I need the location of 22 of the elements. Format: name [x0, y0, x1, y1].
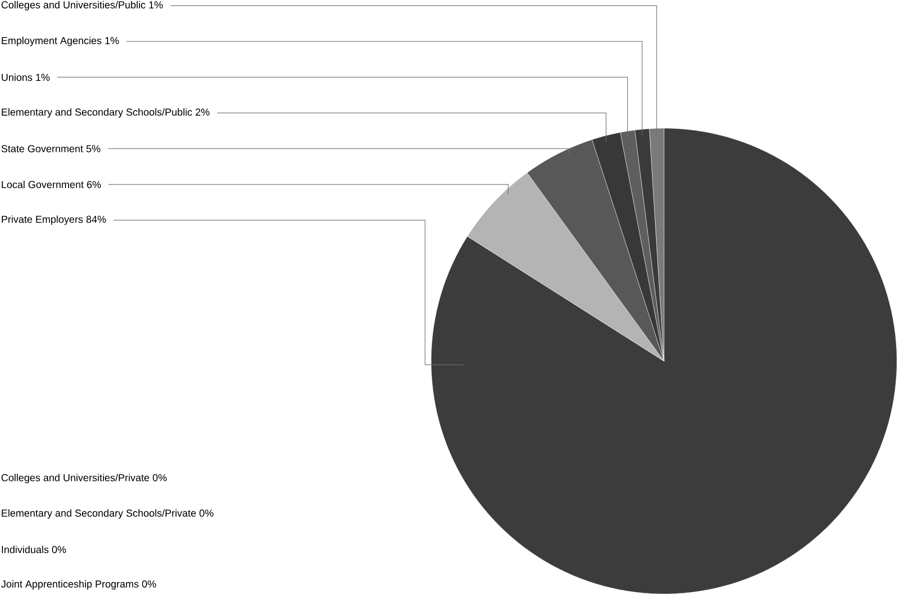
category-label: Elementary and Secondary Schools/Private: [2, 509, 196, 519]
category-label: Individuals: [2, 546, 48, 554]
data-label: 5%: [86, 145, 100, 152]
data-label: 1%: [36, 74, 50, 81]
data-label: 84%: [86, 216, 106, 223]
slice-label: State Government: [1, 145, 84, 152]
slice-label: Colleges and Universities/Public: [2, 0, 146, 10]
category-label: Joint Apprenticeship Programs: [1, 580, 139, 590]
slice-label: Private Employers: [2, 215, 83, 225]
slice-label: Employment Agencies: [2, 36, 102, 46]
text: 0%: [200, 509, 214, 517]
data-label: 6%: [87, 180, 101, 188]
slice-label: Unions: [2, 73, 32, 81]
slice-label: Elementary and Secondary Schools/Public: [2, 108, 192, 118]
slice-label: Local Government: [2, 180, 84, 188]
data-label: 1%: [149, 1, 163, 8]
text: 0%: [52, 546, 66, 554]
category-label: Colleges and Universities/Private: [2, 474, 150, 484]
data-label: 1%: [105, 37, 119, 44]
data-label: 2%: [196, 108, 210, 116]
text: 0%: [142, 580, 156, 588]
text: 0%: [152, 474, 167, 482]
